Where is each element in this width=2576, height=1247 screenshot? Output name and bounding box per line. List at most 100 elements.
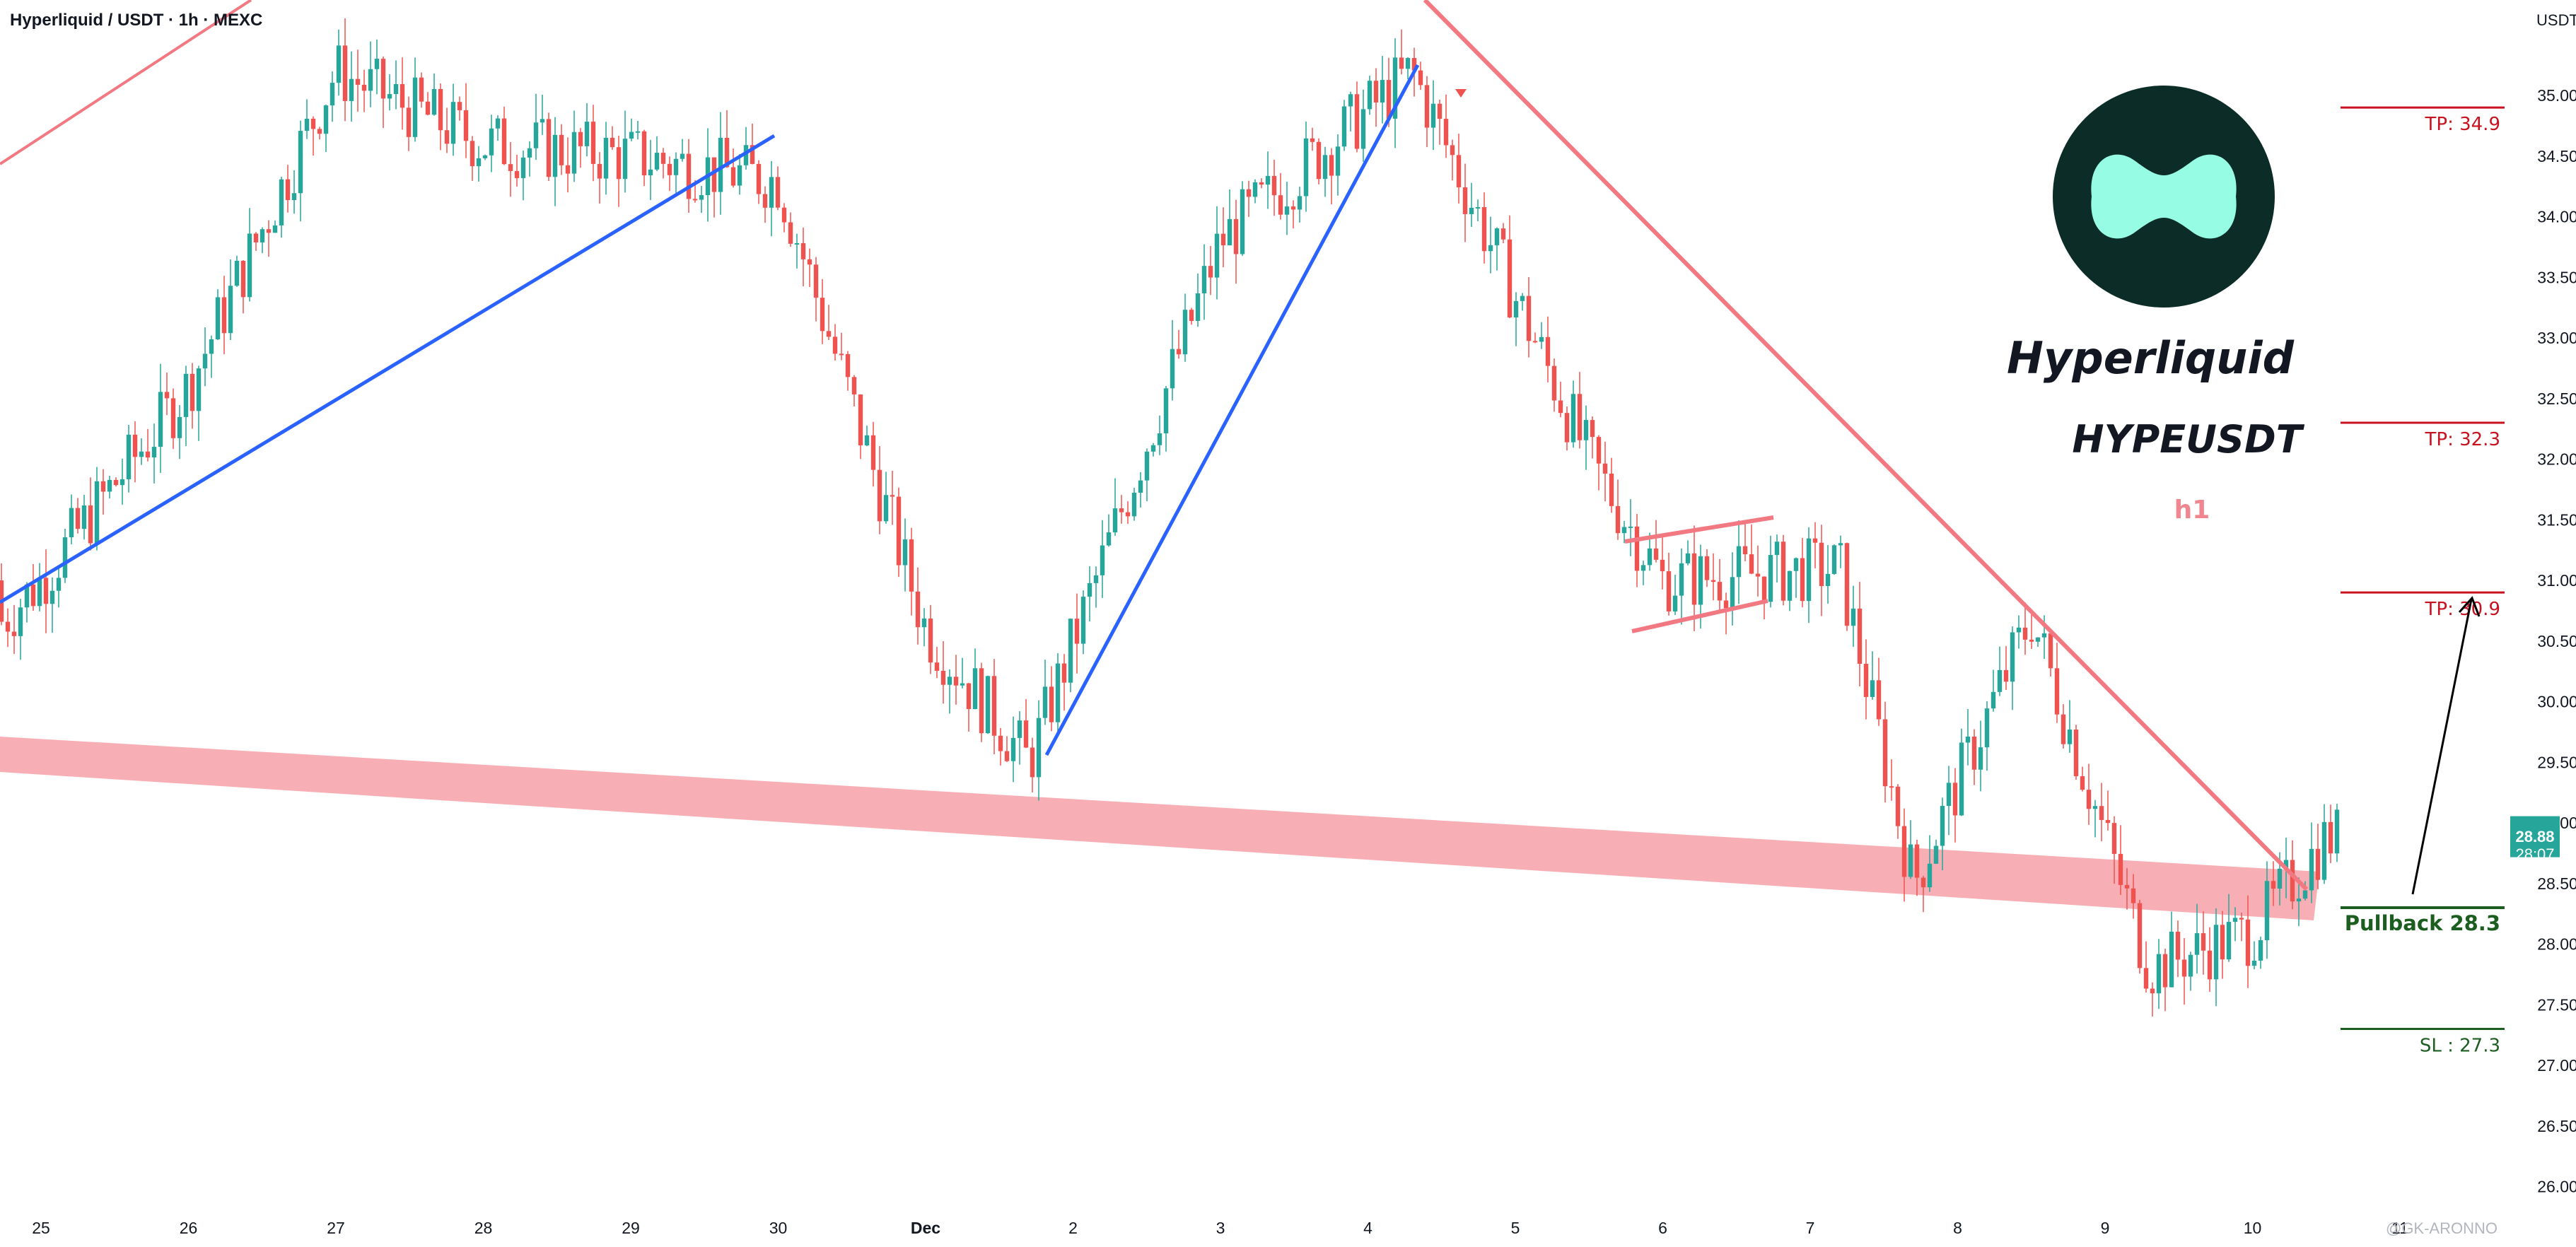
- candle-body: [1348, 94, 1353, 107]
- candle-body: [1227, 218, 1232, 246]
- candle-body: [1800, 558, 1805, 602]
- candle-body: [2035, 637, 2041, 642]
- candle-body: [896, 496, 902, 566]
- candle-body: [170, 398, 176, 438]
- candle-body: [953, 677, 959, 686]
- candle-body: [1889, 786, 1894, 788]
- candle-body: [1602, 463, 1608, 474]
- candle-body: [450, 102, 456, 144]
- candle-body: [699, 195, 704, 200]
- candle-body: [2175, 931, 2181, 960]
- price-tick-label: 26.50: [2537, 1117, 2576, 1135]
- candle-body: [520, 157, 526, 178]
- candle-body: [1195, 293, 1201, 321]
- blue-impulse-line: [1044, 64, 1420, 756]
- candle-body: [1952, 783, 1958, 816]
- candle-body: [934, 662, 940, 671]
- candle-body: [1080, 597, 1086, 644]
- price-axis[interactable]: [2509, 0, 2576, 1247]
- candle-body: [2232, 918, 2238, 923]
- candle-body: [673, 158, 679, 175]
- candle-body: [654, 153, 660, 170]
- candle-body: [1647, 548, 1653, 566]
- candle-body: [158, 392, 163, 447]
- pullback-label: Pullback 28.3: [2345, 911, 2500, 935]
- candle-body: [2309, 848, 2314, 891]
- candle-body: [1672, 595, 1678, 611]
- candle-body: [336, 45, 342, 83]
- candle-body: [5, 621, 11, 632]
- candle-body: [2296, 898, 2302, 902]
- candle-body: [190, 373, 195, 411]
- candle-body: [69, 508, 74, 538]
- candle-body: [1131, 493, 1137, 517]
- candle-body: [1424, 85, 1430, 128]
- blue-support-trendline: [0, 134, 776, 604]
- candle-body: [1781, 541, 1786, 601]
- candle-body: [1087, 582, 1092, 597]
- candle-body: [2061, 714, 2066, 744]
- candle-body: [1157, 433, 1162, 445]
- candle-body: [1590, 420, 1595, 438]
- candle-body: [431, 88, 437, 115]
- candle-body: [2207, 950, 2213, 980]
- time-tick-label: 26: [180, 1219, 198, 1237]
- candle-body: [1418, 70, 1423, 86]
- price-tick-label: 28.50: [2537, 874, 2576, 893]
- candle-body: [629, 131, 634, 139]
- candle-body: [820, 298, 825, 332]
- candle-body: [845, 354, 851, 377]
- candle-body: [2226, 922, 2232, 960]
- candle-body: [1978, 747, 1983, 770]
- candle-body: [2239, 918, 2244, 920]
- candle-body: [1093, 575, 1099, 583]
- candle-body: [2251, 960, 2257, 966]
- candle-body: [979, 668, 984, 734]
- timeframe-label: h1: [2174, 496, 2210, 525]
- candle-body: [610, 137, 615, 148]
- candle-body: [565, 165, 571, 174]
- candle-body: [1488, 245, 1493, 252]
- price-tick-label: 34.00: [2537, 208, 2576, 226]
- candle-body: [2092, 806, 2098, 809]
- candle-body: [813, 264, 819, 298]
- candle-body: [1055, 663, 1061, 722]
- candle-body: [1991, 691, 1996, 709]
- candle-body: [1844, 543, 1850, 626]
- candle-body: [463, 110, 469, 141]
- candle-body: [1710, 580, 1716, 582]
- candle-body: [1971, 736, 1977, 770]
- candle-body: [1259, 182, 1264, 185]
- countdown-value: 28:07: [2515, 845, 2554, 863]
- candle-body: [2201, 933, 2206, 951]
- candle-body: [2086, 790, 2092, 809]
- candle-body: [1068, 619, 1073, 683]
- candle-body: [1997, 669, 2003, 692]
- candle-body: [660, 153, 666, 164]
- candle-body: [298, 131, 303, 194]
- candle-body: [730, 167, 736, 186]
- candle-body: [1112, 508, 1118, 533]
- sl-label: SL : 27.3: [2420, 1036, 2500, 1057]
- candle-body: [590, 122, 596, 164]
- candle-body: [380, 59, 386, 99]
- candle-body: [62, 537, 68, 578]
- candle-body: [2213, 925, 2219, 980]
- candle-body: [1615, 505, 1621, 534]
- candle-body: [1513, 300, 1519, 318]
- candle-body: [1959, 742, 1964, 816]
- candle-body: [1539, 336, 1544, 342]
- candle-body: [940, 670, 946, 685]
- chart-title: Hyperliquid / USDT · 1h · MEXC: [10, 11, 262, 30]
- candle-body: [1144, 451, 1150, 481]
- candle-body: [234, 260, 240, 286]
- candle-body: [1341, 106, 1347, 147]
- candle-body: [711, 157, 717, 192]
- candle-body: [1290, 206, 1296, 210]
- candle-body: [260, 229, 265, 242]
- candle-body: [1297, 196, 1302, 210]
- candle-body: [228, 286, 233, 334]
- candle-body: [1628, 526, 1633, 528]
- candle-body: [1004, 751, 1010, 761]
